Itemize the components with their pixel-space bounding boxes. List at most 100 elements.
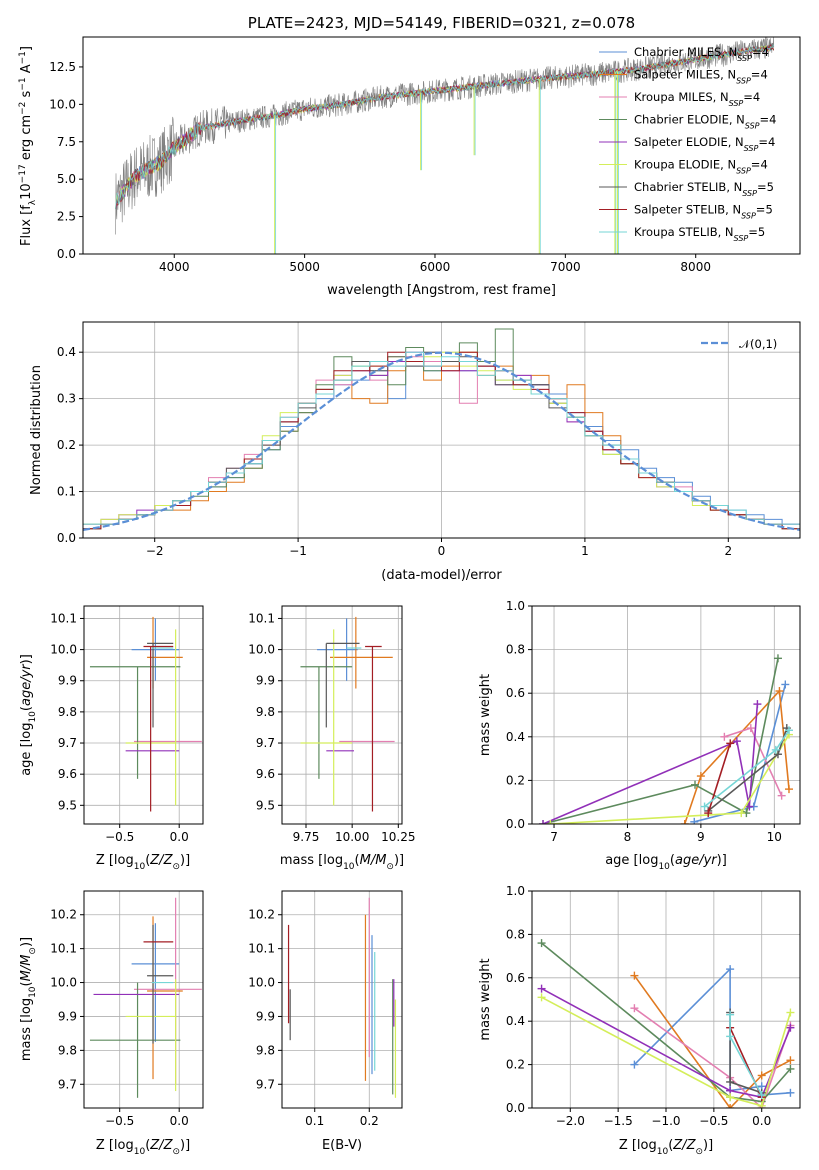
x-tick-label: 6000: [420, 260, 451, 274]
x-tick-label: −2.0: [556, 1114, 585, 1128]
x-tick-label: 5000: [289, 260, 320, 274]
axes-frame: [281, 890, 403, 1109]
errorbar-panel: 0.1 0.2 9.7 9.8 9.9 10.0 10.1 10.2: [248, 890, 403, 1128]
weight-line: [541, 996, 792, 1107]
legend: 𝒩(0,1): [701, 337, 777, 351]
weight-marker: [726, 1077, 735, 1086]
grid: [532, 605, 800, 825]
x-tick-label: −0.5: [105, 830, 134, 844]
grid: [282, 891, 402, 1108]
errorbar-cross: [365, 645, 382, 812]
y-tick-label: 10.1: [248, 942, 275, 956]
weight-marker: [786, 1023, 795, 1032]
y-tick-label: 0.0: [506, 817, 525, 831]
x-tick-label: 0: [438, 544, 446, 558]
x-axis-label: mass [log10(M/M⊙)]: [280, 853, 404, 872]
y-tick-label: 0.1: [57, 485, 76, 499]
axes-frame: [281, 605, 403, 825]
weight-marker: [732, 737, 741, 746]
y-tick-label: 10.2: [248, 908, 275, 922]
weight-marker: [546, 820, 555, 824]
y-axis-label: age [log10(age/yr)]: [19, 654, 38, 776]
weight-panel: −2.0 −1.5 −1.0 −0.5 0.0 0.0 0.2 0.4 0.6 0.8 1.0: [506, 884, 801, 1128]
errorbar-cross: [143, 645, 174, 812]
x-tick-label: 9.75: [293, 830, 320, 844]
y-tick-label: 2.5: [57, 210, 76, 224]
weight-line: [541, 942, 792, 1103]
weight-marker: [786, 1056, 795, 1065]
grid: [84, 606, 203, 824]
y-tick-label: 5.0: [57, 172, 76, 186]
weight-line: [541, 987, 792, 1099]
x-axis-label: (data-model)/error: [381, 568, 502, 583]
x-tick-label: 9: [697, 830, 705, 844]
y-tick-label: 10.0: [49, 97, 76, 111]
y-tick-label: 0.8: [506, 643, 525, 657]
y-tick-label: 0.6: [506, 971, 525, 985]
y-tick-label: 0.4: [506, 730, 525, 744]
legend-label: Chabrier MILES, NSSP=4: [634, 45, 769, 63]
axes-frame: [82, 36, 801, 255]
x-tick-label: −1.0: [651, 1114, 680, 1128]
weight-marker: [720, 732, 729, 741]
y-tick-label: 1.0: [506, 884, 525, 898]
weight-marker: [630, 1004, 639, 1013]
weight-marker: [786, 1064, 795, 1073]
y-tick-label: 0.0: [506, 1101, 525, 1115]
errorbar-cross: [89, 982, 181, 1098]
weight-marker: [737, 809, 746, 818]
weight-marker: [539, 820, 548, 824]
weight-marker: [691, 780, 700, 789]
weight-marker: [757, 1071, 766, 1080]
weight-marker: [537, 993, 546, 1002]
y-tick-label: 9.9: [256, 674, 275, 688]
weight-marker: [630, 1060, 639, 1069]
histogram-step: [83, 351, 800, 538]
legend-label: Kroupa MILES, NSSP=4: [634, 90, 760, 108]
x-tick-label: 1: [581, 544, 589, 558]
weight-marker: [777, 791, 786, 800]
legend-label: Chabrier STELIB, NSSP=5: [634, 180, 774, 198]
y-tick-label: 9.6: [58, 767, 77, 781]
x-axis-label: wavelength [Angstrom, rest frame]: [327, 283, 556, 298]
y-tick-label: 9.8: [58, 705, 77, 719]
errorbar-cross: [131, 618, 180, 681]
weight-marker: [726, 1104, 735, 1108]
y-tick-label: 0.3: [57, 392, 76, 406]
grid: [282, 606, 402, 824]
legend: Chabrier MILES, NSSP=4 Salpeter MILES, NS…: [599, 45, 776, 243]
y-tick-label: 0.0: [57, 247, 76, 261]
y-axis-label: mass weight: [478, 674, 493, 756]
x-tick-label: 0.1: [305, 1114, 324, 1128]
weight-line: [633, 1007, 792, 1108]
weight-marker: [537, 984, 546, 993]
weight-marker: [700, 802, 709, 811]
axes-frame: [83, 890, 204, 1109]
y-axis-label: mass [log10(M/M⊙)]: [19, 937, 38, 1061]
x-tick-label: 0.2: [360, 1114, 379, 1128]
weight-marker: [786, 1088, 795, 1097]
y-axis-label: Normed distribution: [29, 365, 44, 495]
weight-marker: [784, 785, 793, 794]
weight-marker: [775, 687, 784, 696]
x-tick-label: 10: [767, 830, 782, 844]
y-tick-label: 9.7: [58, 736, 77, 750]
y-tick-label: 9.7: [256, 1077, 275, 1091]
weight-marker: [680, 820, 689, 824]
y-tick-label: 1.0: [506, 599, 525, 613]
y-tick-label: 10.1: [50, 942, 77, 956]
weight-marker: [773, 750, 782, 759]
weight-panel: 7 8 9 10 0.0 0.2 0.4 0.6 0.8 1.0: [506, 599, 801, 844]
spectrum-plot: [115, 37, 775, 254]
weight-marker: [726, 965, 735, 974]
weight-marker: [753, 700, 762, 709]
y-axis-label: mass weight: [478, 958, 493, 1040]
errorbar-cross: [147, 924, 174, 1044]
weight-marker: [726, 1032, 735, 1041]
y-tick-label: 0.2: [506, 773, 525, 787]
weight-line: [542, 704, 759, 824]
y-tick-label: 9.6: [256, 767, 275, 781]
x-tick-label: −0.5: [105, 1114, 134, 1128]
y-tick-label: 9.8: [256, 1043, 275, 1057]
